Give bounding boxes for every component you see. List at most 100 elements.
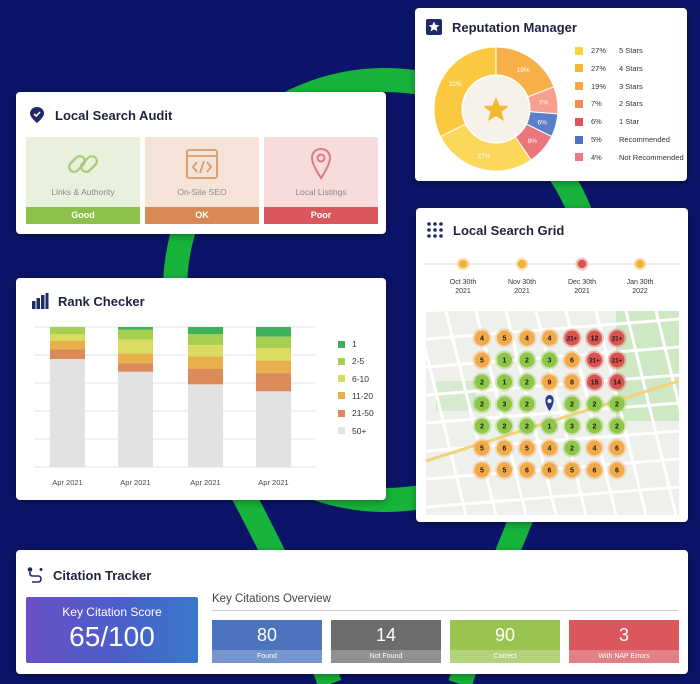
grid-rank-pin[interactable]	[474, 374, 490, 390]
grid-rank-pin[interactable]	[542, 462, 557, 478]
timeline-dot[interactable]	[577, 259, 587, 269]
grid-rank-pin[interactable]	[542, 374, 557, 390]
grid-rank-pin[interactable]	[497, 396, 512, 412]
grid-pin-rank: 6	[593, 468, 597, 475]
legend-percent: 6%	[591, 117, 602, 127]
timeline-month: Oct 30th	[449, 279, 477, 286]
rank-bar-segment	[256, 327, 291, 337]
grid-rank-pin[interactable]	[519, 374, 535, 390]
citation-stat-label: With NAP Errors	[569, 650, 679, 663]
audit-title: Local Search Audit	[55, 107, 173, 123]
grid-rank-pin[interactable]	[519, 352, 535, 368]
grid-rank-pin[interactable]	[474, 352, 490, 368]
grid-rank-pin[interactable]	[497, 330, 512, 346]
legend-swatch	[575, 117, 583, 126]
grid-rank-pin[interactable]	[564, 418, 580, 434]
grid-rank-pin[interactable]	[542, 418, 557, 434]
grid-rank-pin[interactable]	[609, 462, 625, 478]
grid-rank-pin[interactable]	[564, 352, 580, 368]
grid-rank-pin[interactable]	[609, 418, 625, 434]
grid-rank-pin[interactable]	[497, 352, 512, 368]
audit-box-1[interactable]: On-Site SEO OK	[145, 137, 259, 224]
grid-rank-pin[interactable]	[497, 418, 512, 434]
grid-title: Local Search Grid	[453, 222, 565, 238]
legend-percent: 4%	[591, 152, 602, 162]
rank-bar-segment	[118, 327, 153, 330]
grid-rank-pin[interactable]	[474, 440, 490, 456]
grid-rank-pin[interactable]	[474, 396, 490, 412]
grid-rank-pin[interactable]	[609, 330, 625, 346]
rank-legend-item: 21-50	[338, 408, 374, 418]
timeline-date[interactable]: Dec 30th 2021	[557, 278, 607, 296]
grid-rank-pin[interactable]	[587, 352, 602, 368]
timeline-dot[interactable]	[458, 259, 468, 269]
grid-pin-rank: 2	[480, 402, 484, 409]
grid-rank-pin[interactable]	[519, 462, 535, 478]
grid-rank-pin[interactable]	[564, 396, 580, 412]
rank-bar-segment	[50, 327, 85, 334]
timeline-dot[interactable]	[517, 259, 527, 269]
grid-pin-rank: 3	[548, 358, 552, 365]
grid-rank-pin[interactable]	[587, 330, 602, 346]
grid-pin-rank: 21+	[612, 337, 623, 343]
reputation-header: Reputation Manager	[425, 18, 577, 36]
grid-rank-pin[interactable]	[519, 396, 535, 412]
grid-rank-pin[interactable]	[609, 440, 625, 456]
grid-rank-pin[interactable]	[474, 418, 490, 434]
legend-label: 50+	[352, 425, 367, 436]
citation-stat-value: 90	[494, 625, 516, 645]
grid-rank-pin[interactable]	[587, 396, 602, 412]
legend-label: 5 Stars	[619, 46, 643, 55]
timeline-date[interactable]: Oct 30th 2021	[438, 278, 488, 296]
grid-rank-pin[interactable]	[542, 352, 557, 368]
grid-pin-rank: 6	[615, 446, 619, 453]
citation-stat-value: 3	[618, 625, 629, 645]
grid-rank-pin[interactable]	[542, 440, 557, 456]
grid-rank-pin[interactable]	[609, 374, 625, 390]
grid-pin-rank: 1	[503, 380, 507, 387]
timeline-date[interactable]: Nov 30th 2021	[497, 278, 547, 296]
donut-slice	[433, 46, 497, 138]
citation-stat-box[interactable]: 3 With NAP Errors	[569, 620, 679, 663]
citation-stat-box[interactable]: 14 Not Found	[331, 620, 441, 663]
audit-box-0[interactable]: Links & Authority Good	[26, 137, 140, 224]
grid-pin-rank: 5	[480, 358, 484, 365]
grid-rank-pin[interactable]	[519, 440, 535, 456]
map-pin-check-icon	[30, 107, 44, 123]
rank-legend-item: 1	[338, 339, 357, 349]
rank-legend-item: 2-5	[338, 356, 364, 366]
grid-rank-pin[interactable]	[587, 440, 602, 456]
grid-rank-pin[interactable]	[609, 396, 625, 412]
audit-box-2[interactable]: Local Listings Poor	[264, 137, 378, 224]
audit-header: Local Search Audit	[28, 106, 172, 124]
grid-rank-pin[interactable]	[519, 418, 535, 434]
grid-rank-pin[interactable]	[564, 374, 580, 390]
grid-rank-pin[interactable]	[497, 462, 512, 478]
grid-rank-pin[interactable]	[587, 374, 602, 390]
grid-map: 4 5 4 4 21+ 12 21+5 1 2 3 6 21+ 21+2 1 2 9 8 15 142 3 2 2 2 22 2…	[426, 311, 679, 515]
grid-rank-pin[interactable]	[587, 462, 602, 478]
grid-rank-pin[interactable]	[474, 462, 490, 478]
citation-stat-box[interactable]: 80 Found	[212, 620, 322, 663]
grid-rank-pin[interactable]	[564, 440, 580, 456]
link-icon	[26, 145, 140, 183]
grid-rank-pin[interactable]	[497, 440, 512, 456]
grid-rank-pin[interactable]	[497, 374, 512, 390]
citation-stat-box[interactable]: 90 Correct	[450, 620, 560, 663]
grid-rank-pin[interactable]	[564, 462, 580, 478]
grid-rank-pin[interactable]	[587, 418, 602, 434]
grid-rank-pin[interactable]	[474, 330, 490, 346]
timeline-date[interactable]: Jan 30th 2022	[615, 278, 665, 296]
grid-pin-rank: 6	[503, 446, 507, 453]
grid-rank-pin[interactable]	[564, 330, 580, 346]
grid-rank-pin[interactable]	[542, 330, 557, 346]
grid-rank-pin[interactable]	[519, 330, 535, 346]
grid-rank-pin[interactable]	[609, 352, 625, 368]
reputation-manager-card: Reputation Manager 19% 7% 6% 8% 27% 32% 27% 5 …	[415, 8, 687, 181]
donut-slice-label: 8%	[528, 138, 538, 145]
timeline-dot[interactable]	[635, 259, 645, 269]
grid-pin-rank: 2	[525, 424, 529, 431]
audit-box-label: Local Listings	[295, 187, 347, 197]
citation-stat-value: 80	[256, 625, 278, 645]
score-label: Key Citation Score	[62, 605, 162, 619]
